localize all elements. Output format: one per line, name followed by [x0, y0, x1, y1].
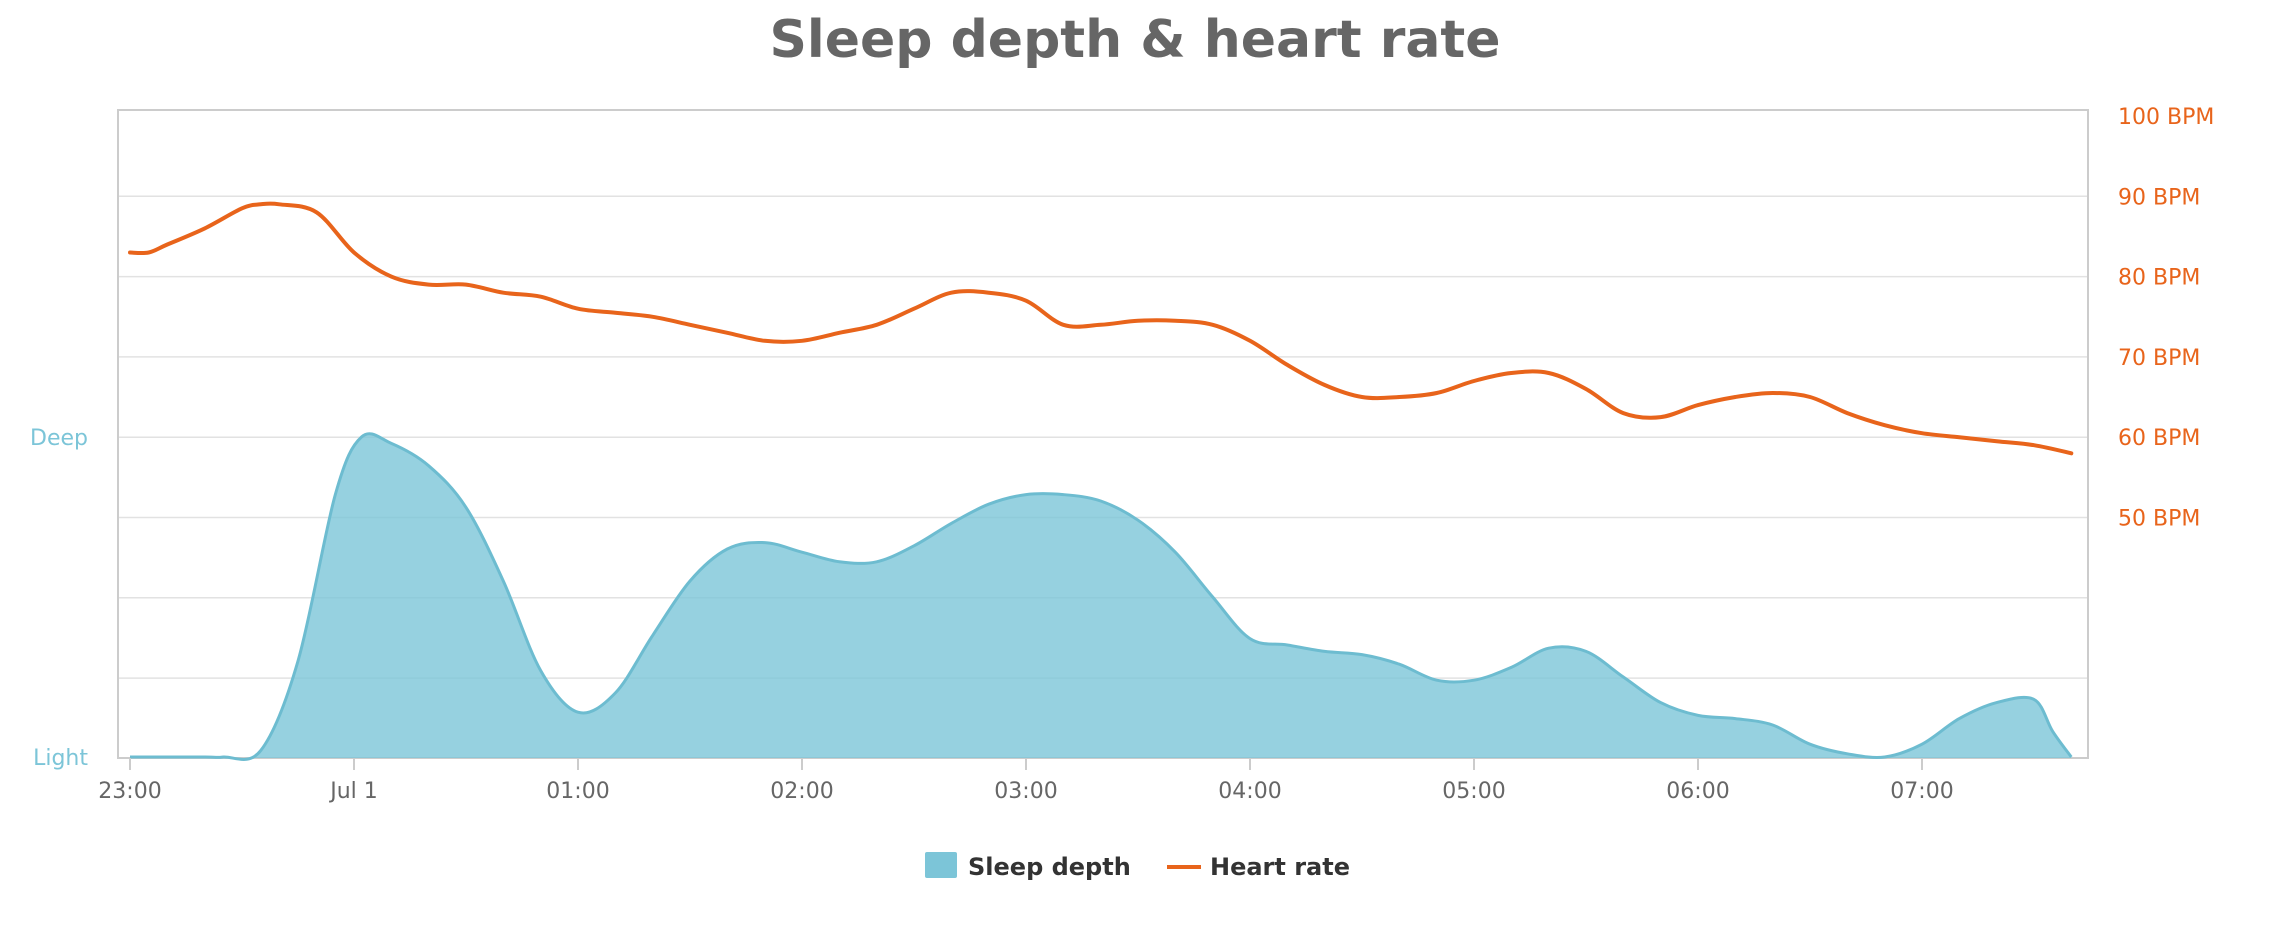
bpm-axis-label: 50 BPM: [2118, 507, 2200, 532]
sleep-depth-outline: [130, 432, 2073, 761]
depth-axis-label: Deep: [30, 426, 88, 451]
legend-label-heart-rate: Heart rate: [1210, 853, 1350, 881]
chart-title: Sleep depth & heart rate: [769, 10, 1500, 70]
x-tick-label: 07:00: [1890, 779, 1953, 804]
heart-rate-series[interactable]: [128, 201, 2074, 456]
bpm-axis-label: 80 BPM: [2118, 266, 2200, 291]
legend-item-heart-rate[interactable]: Heart rate: [1167, 853, 1350, 881]
x-axis: 23:00 Jul 1 01:00 02:00 03:00 04:00 05:00 06:00…: [98, 758, 1954, 804]
sleep-depth-area: [130, 433, 2072, 760]
x-tick-label: 01:00: [546, 779, 609, 804]
heart-rate-line: [128, 201, 2074, 456]
bpm-axis-label: 100 BPM: [2118, 105, 2214, 130]
legend-label-sleep-depth: Sleep depth: [968, 853, 1131, 881]
left-axis-depth: Light Deep: [30, 426, 88, 771]
legend-swatch-sleep-depth: [925, 852, 957, 878]
bpm-axis-label: 70 BPM: [2118, 346, 2200, 371]
x-tick-label: 05:00: [1442, 779, 1505, 804]
legend-item-sleep-depth[interactable]: Sleep depth: [925, 852, 1131, 881]
x-tick-label: 03:00: [994, 779, 1057, 804]
right-axis-bpm: 50 BPM 60 BPM 70 BPM 80 BPM 90 BPM 100 BPM: [2118, 105, 2214, 532]
x-tick-label: 04:00: [1218, 779, 1281, 804]
sleep-depth-series[interactable]: [130, 432, 2073, 761]
x-tick-label: 23:00: [98, 779, 161, 804]
x-tick-label: 06:00: [1666, 779, 1729, 804]
x-tick-label: 02:00: [770, 779, 833, 804]
legend: Sleep depth Heart rate: [925, 852, 1350, 881]
bpm-axis-label: 90 BPM: [2118, 185, 2200, 210]
bpm-axis-label: 60 BPM: [2118, 426, 2200, 451]
depth-axis-label: Light: [33, 746, 88, 771]
x-tick-label: Jul 1: [328, 779, 378, 804]
